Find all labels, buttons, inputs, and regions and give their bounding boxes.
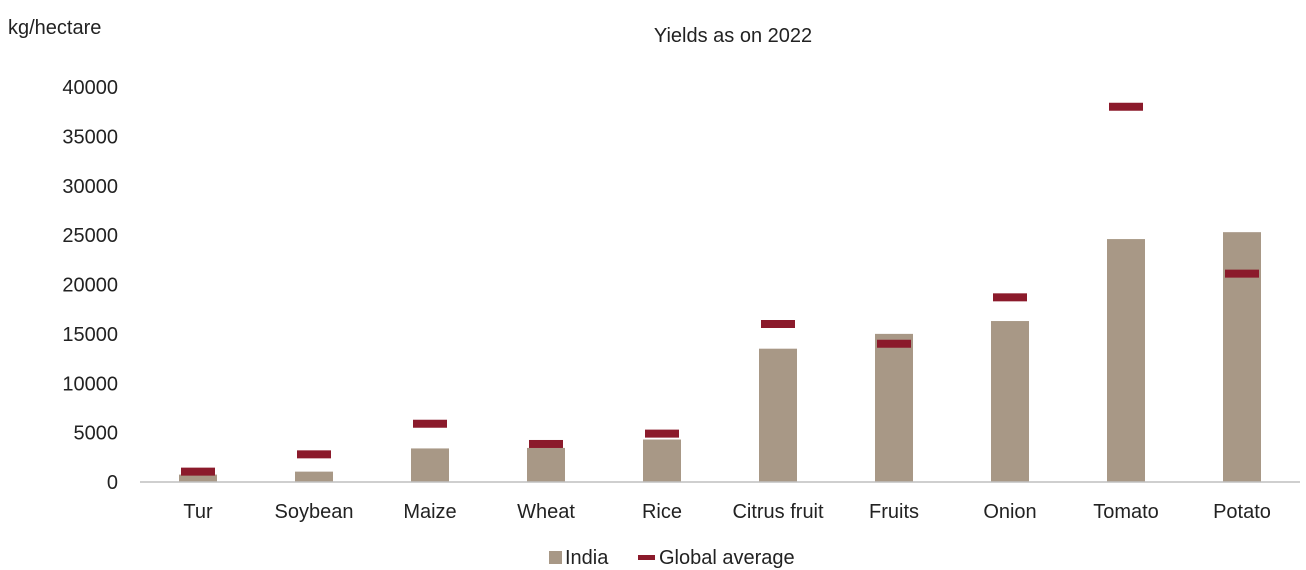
y-tick-label: 15000 bbox=[62, 324, 118, 346]
india-bar bbox=[411, 448, 449, 482]
y-axis-label: kg/hectare bbox=[8, 17, 101, 39]
global-average-marker bbox=[181, 467, 215, 476]
india-bar bbox=[1107, 239, 1145, 482]
x-tick-label: Tomato bbox=[1093, 501, 1159, 523]
global-average-marker bbox=[877, 339, 911, 348]
x-tick-label: Rice bbox=[642, 501, 682, 523]
x-tick-label: Citrus fruit bbox=[732, 501, 824, 523]
global-average-marker bbox=[1225, 269, 1259, 278]
y-tick-label: 0 bbox=[107, 472, 118, 494]
legend-global-average-swatch bbox=[638, 555, 655, 560]
y-tick-label: 40000 bbox=[62, 77, 118, 99]
y-tick-label: 35000 bbox=[62, 126, 118, 148]
y-tick-label: 30000 bbox=[62, 176, 118, 198]
global-average-marker bbox=[645, 429, 679, 438]
legend-india-swatch bbox=[549, 551, 562, 564]
x-tick-label: Maize bbox=[403, 501, 456, 523]
chart-title: Yields as on 2022 bbox=[654, 25, 812, 47]
global-average-marker bbox=[993, 293, 1027, 302]
x-tick-label: Tur bbox=[183, 501, 213, 523]
india-bar bbox=[295, 471, 333, 482]
x-tick-label: Wheat bbox=[517, 501, 575, 523]
legend-india-label: India bbox=[565, 547, 609, 569]
india-bar bbox=[759, 348, 797, 482]
y-tick-label: 25000 bbox=[62, 225, 118, 247]
y-tick-label: 10000 bbox=[62, 373, 118, 395]
india-bar bbox=[875, 333, 913, 482]
x-tick-label: Fruits bbox=[869, 501, 919, 523]
india-bars bbox=[179, 232, 1261, 482]
india-bar bbox=[643, 439, 681, 482]
global-average-markers bbox=[181, 102, 1259, 476]
y-tick-label: 20000 bbox=[62, 275, 118, 297]
global-average-marker bbox=[1109, 102, 1143, 111]
india-bar bbox=[991, 321, 1029, 482]
legend-global-average-label: Global average bbox=[659, 547, 795, 569]
global-average-marker bbox=[413, 419, 447, 428]
legend: India Global average bbox=[549, 547, 795, 569]
global-average-marker bbox=[529, 439, 563, 448]
x-tick-label: Onion bbox=[983, 501, 1036, 523]
india-bar bbox=[527, 447, 565, 482]
x-axis-ticks: Tur Soybean Maize Wheat Rice Citrus fruit Frui… bbox=[183, 501, 1271, 523]
x-tick-label: Potato bbox=[1213, 501, 1271, 523]
global-average-marker bbox=[761, 320, 795, 328]
india-bar bbox=[179, 474, 217, 482]
y-axis-ticks: 0 5000 10000 15000 20000 25000 30000 35000 40000 bbox=[62, 77, 118, 494]
global-average-marker bbox=[297, 450, 331, 459]
x-tick-label: Soybean bbox=[275, 501, 354, 523]
y-tick-label: 5000 bbox=[74, 423, 119, 445]
